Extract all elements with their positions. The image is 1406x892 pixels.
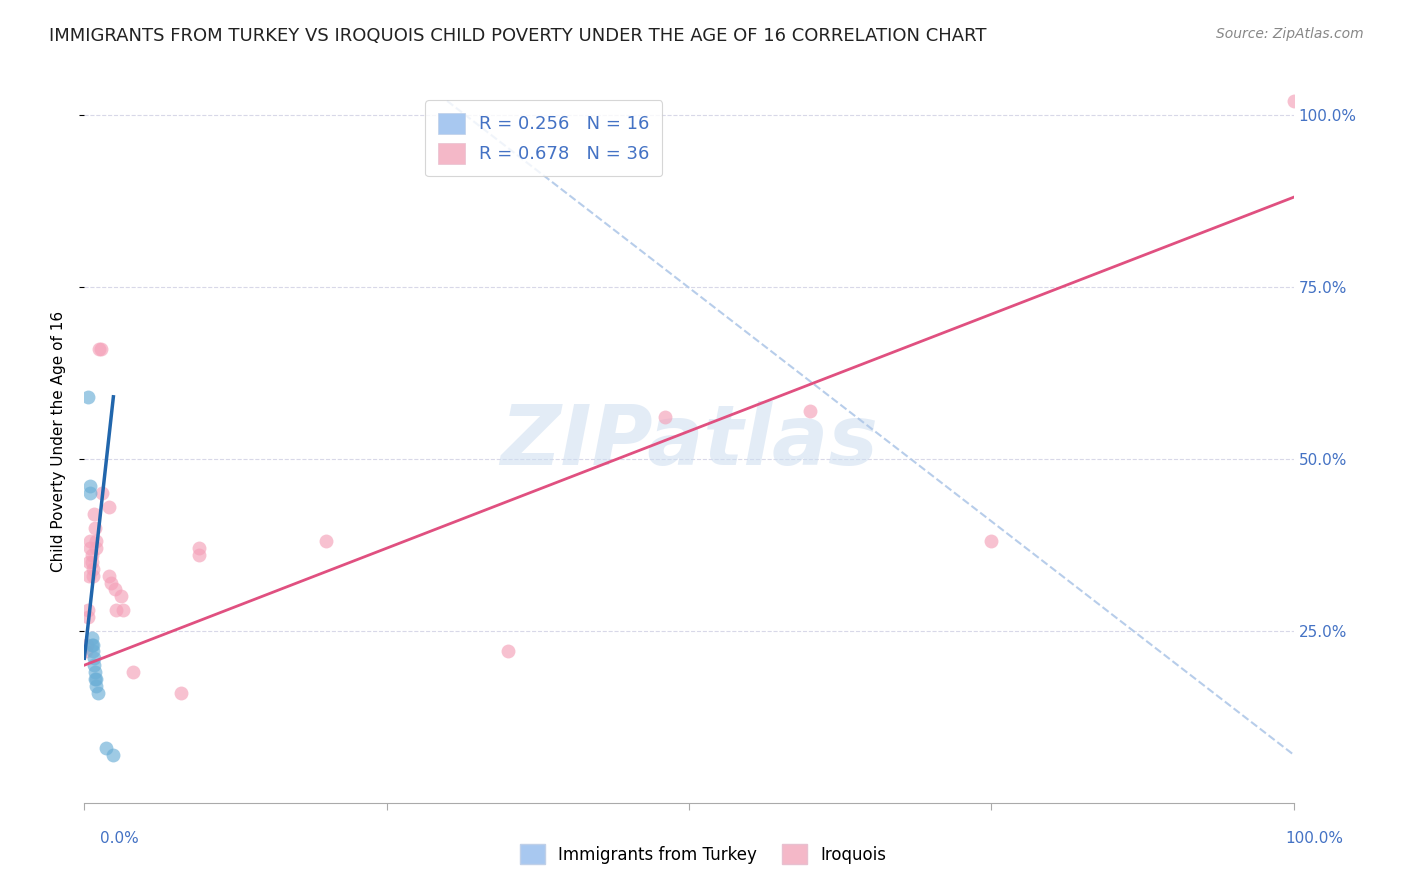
Point	[77, 390, 100, 404]
Point	[980, 534, 1002, 549]
Point	[82, 638, 104, 652]
Point	[799, 403, 821, 417]
Point	[80, 638, 103, 652]
Point	[84, 665, 107, 679]
Point	[77, 603, 100, 617]
Text: 0.0%: 0.0%	[100, 831, 139, 846]
Text: Source: ZipAtlas.com: Source: ZipAtlas.com	[1216, 27, 1364, 41]
Point	[1282, 94, 1305, 108]
Point	[121, 665, 143, 679]
Point	[75, 644, 97, 658]
Point	[82, 562, 104, 576]
Point	[100, 575, 122, 590]
Text: ZIPatlas: ZIPatlas	[501, 401, 877, 482]
Point	[80, 555, 103, 569]
Point	[188, 548, 211, 562]
Point	[110, 590, 132, 604]
Point	[76, 638, 98, 652]
Point	[83, 507, 105, 521]
Point	[654, 410, 676, 425]
Point	[94, 740, 117, 755]
Point	[104, 603, 127, 617]
Y-axis label: Child Poverty Under the Age of 16: Child Poverty Under the Age of 16	[51, 311, 66, 572]
Point	[77, 555, 100, 569]
Point	[170, 686, 193, 700]
Point	[90, 342, 112, 356]
Point	[84, 672, 107, 686]
Point	[79, 479, 101, 493]
Point	[86, 672, 108, 686]
Point	[103, 747, 125, 762]
Point	[82, 644, 104, 658]
Point	[104, 582, 127, 597]
Point	[82, 568, 104, 582]
Point	[80, 631, 103, 645]
Point	[83, 658, 105, 673]
Point	[77, 610, 100, 624]
Text: 100.0%: 100.0%	[1285, 831, 1344, 846]
Point	[112, 603, 135, 617]
Point	[80, 548, 103, 562]
Legend: Immigrants from Turkey, Iroquois: Immigrants from Turkey, Iroquois	[513, 838, 893, 871]
Point	[188, 541, 211, 556]
Point	[86, 679, 108, 693]
Text: IMMIGRANTS FROM TURKEY VS IROQUOIS CHILD POVERTY UNDER THE AGE OF 16 CORRELATION: IMMIGRANTS FROM TURKEY VS IROQUOIS CHILD…	[49, 27, 987, 45]
Point	[86, 541, 108, 556]
Point	[86, 686, 108, 700]
Point	[97, 500, 120, 514]
Point	[79, 541, 101, 556]
Point	[496, 644, 519, 658]
Point	[97, 568, 120, 582]
Point	[83, 651, 105, 665]
Point	[87, 342, 110, 356]
Point	[315, 534, 337, 549]
Legend: R = 0.256   N = 16, R = 0.678   N = 36: R = 0.256 N = 16, R = 0.678 N = 36	[425, 100, 662, 176]
Point	[91, 486, 114, 500]
Point	[79, 486, 101, 500]
Point	[84, 520, 107, 534]
Point	[79, 534, 101, 549]
Point	[86, 534, 108, 549]
Point	[77, 568, 100, 582]
